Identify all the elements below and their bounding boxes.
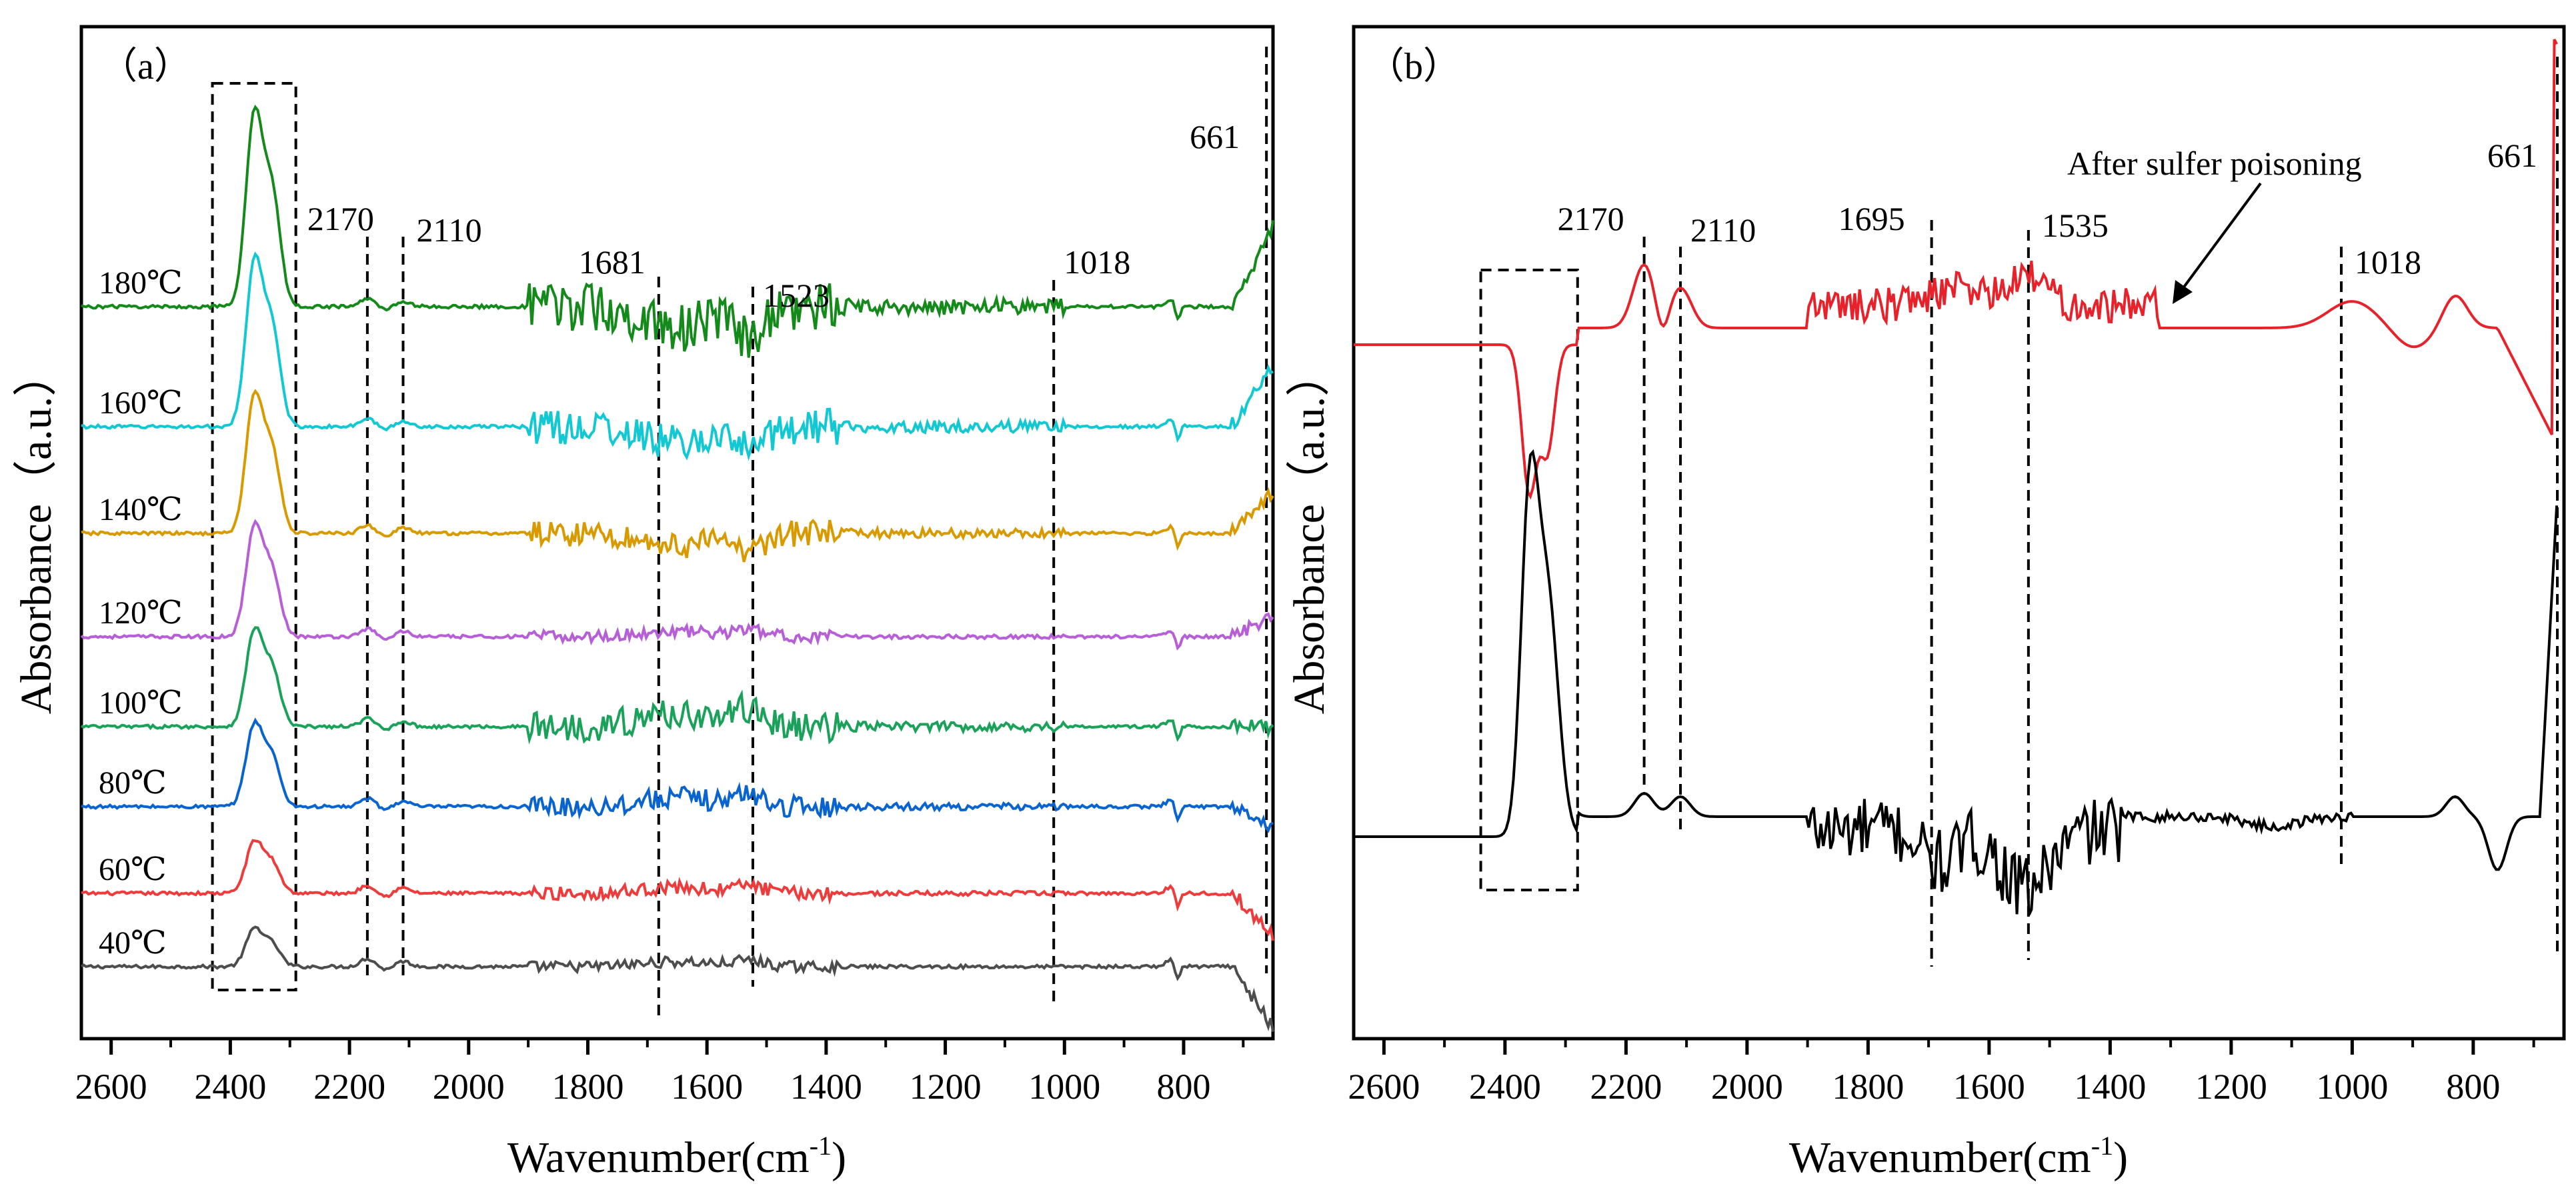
panel-b-x-tick-label: 1200	[2195, 1067, 2267, 1107]
panel-a-x-tick-label: 1200	[910, 1067, 982, 1107]
panel-a-series-labels: 40℃ 60℃ 80℃ 100℃ 120℃ 140℃ 160℃ 180℃	[99, 265, 183, 961]
panel-b-chart: （b） 2600 2400 2200 2000 1800 1600 1400 1200 1000…	[1285, 25, 2566, 1182]
panel-a-series-line	[81, 925, 1274, 1033]
panel-b-peak-annotation: 661	[2487, 137, 2537, 174]
panel-a-reference-lines	[211, 47, 1268, 1020]
panel-b-peak-annotation: 2170	[1558, 200, 1624, 237]
panel-a-y-axis-title: Absorbance（a.u.）	[12, 353, 61, 715]
panel-b-x-tick-label: 1000	[2316, 1067, 2388, 1107]
panel-b-arrow-line	[2178, 182, 2262, 295]
panel-a-series-label: 120℃	[99, 595, 183, 631]
panel-a-x-ticks: 2600 2400 2200 2000 1800 1600 1400 1200 1000 800	[75, 1039, 1245, 1107]
panel-a-peak-annotation: 1018	[1064, 243, 1130, 281]
panel-a-x-tick-label: 1400	[790, 1067, 862, 1107]
panel-a-series-line	[81, 717, 1274, 833]
panel-b-y-axis-title: Absorbance（a.u.）	[1285, 353, 1334, 715]
panel-a-x-tick-label: 1800	[551, 1067, 623, 1107]
panel-b-x-tick-label: 2000	[1711, 1067, 1783, 1107]
panel-a-series-label: 140℃	[99, 492, 183, 527]
panel-a-x-axis-title: Wavenumber(cm-1)	[507, 1131, 846, 1182]
panel-b-x-tick-label: 2200	[1590, 1067, 1662, 1107]
panel-b-arrow-head	[2173, 280, 2193, 304]
panel-b-x-tick-label: 2600	[1348, 1067, 1420, 1107]
panel-b-peak-annotation: 1695	[1838, 200, 1905, 237]
panel-a-label: （a）	[100, 46, 191, 87]
panel-a-series-label: 60℃	[99, 852, 167, 887]
panel-a-peak-annotation: 2110	[416, 211, 481, 249]
panel-a-x-tick-label: 2400	[194, 1067, 266, 1107]
panel-b-series-line-after	[1354, 39, 2558, 500]
panel-a-x-tick-label: 2600	[75, 1067, 147, 1107]
panel-b-reference-lines	[1479, 57, 2559, 967]
panel-a-series-line	[81, 839, 1274, 941]
panel-a-series-label: 100℃	[99, 685, 183, 721]
panel-a-x-tick-label: 1000	[1028, 1067, 1100, 1107]
panel-a-series-line	[81, 626, 1274, 745]
panel-a-x-tick-label: 2200	[313, 1067, 385, 1107]
panel-a-series-line	[81, 251, 1274, 461]
panel-a-series-label: 180℃	[99, 265, 183, 301]
panel-b-frame	[1352, 25, 2566, 1041]
panel-a-series-label: 40℃	[99, 925, 167, 961]
panel-a-series-line	[80, 519, 1274, 651]
panel-b-x-tick-label: 800	[2446, 1067, 2500, 1107]
panel-b-x-tick-label: 1600	[1953, 1067, 2025, 1107]
panel-b-x-tick-label: 1800	[1832, 1067, 1904, 1107]
panel-b-peak-annotation: 1018	[2355, 243, 2421, 281]
panel-a-series-line	[81, 389, 1274, 563]
panel-b-x-axis-title: Wavenumber(cm-1)	[1789, 1131, 2128, 1182]
panel-b-x-ticks: 2600 2400 2200 2000 1800 1600 1400 1200 1000 800	[1348, 1039, 2535, 1107]
panel-b-annotations: 2170 2110 1695 1535 1018 661	[1558, 137, 2537, 281]
panel-a-x-tick-label: 800	[1156, 1067, 1210, 1107]
panel-b-arrow-label: After sulfer poisoning	[2067, 145, 2362, 182]
panel-a-series-line	[81, 104, 1274, 358]
panel-b-highlight-box	[1479, 269, 1579, 891]
panel-b-label: （b）	[1367, 46, 1460, 87]
panel-b-series	[1354, 39, 2559, 915]
panel-a-annotations: 2170 2110 1681 1523 1018 661	[307, 118, 1240, 314]
panel-a-x-tick-label: 1600	[671, 1067, 743, 1107]
panel-b-peak-annotation: 2110	[1690, 211, 1756, 249]
panel-a-peak-annotation: 1681	[579, 243, 646, 281]
panel-a-series-label: 160℃	[99, 385, 183, 421]
panel-b-peak-annotation: 1535	[2042, 207, 2109, 244]
panel-b-x-tick-label: 2400	[1469, 1067, 1541, 1107]
panel-a-peak-annotation: 661	[1190, 118, 1240, 155]
panel-b-series-line-before	[1354, 449, 2559, 915]
panel-a-peak-annotation: 2170	[307, 200, 374, 237]
panel-a-x-tick-label: 2000	[433, 1067, 505, 1107]
panel-a-chart: （a） 2600 2400 2200 2000 1800 1600 1400 1200 1000…	[12, 25, 1275, 1182]
panel-a-highlight-box	[211, 82, 297, 991]
panel-a-series	[80, 104, 1274, 1033]
panel-a-peak-annotation: 1523	[763, 277, 830, 314]
panel-a-frame	[79, 25, 1275, 1041]
panel-a-series-label: 80℃	[99, 765, 167, 801]
panel-b-x-tick-label: 1400	[2074, 1067, 2146, 1107]
